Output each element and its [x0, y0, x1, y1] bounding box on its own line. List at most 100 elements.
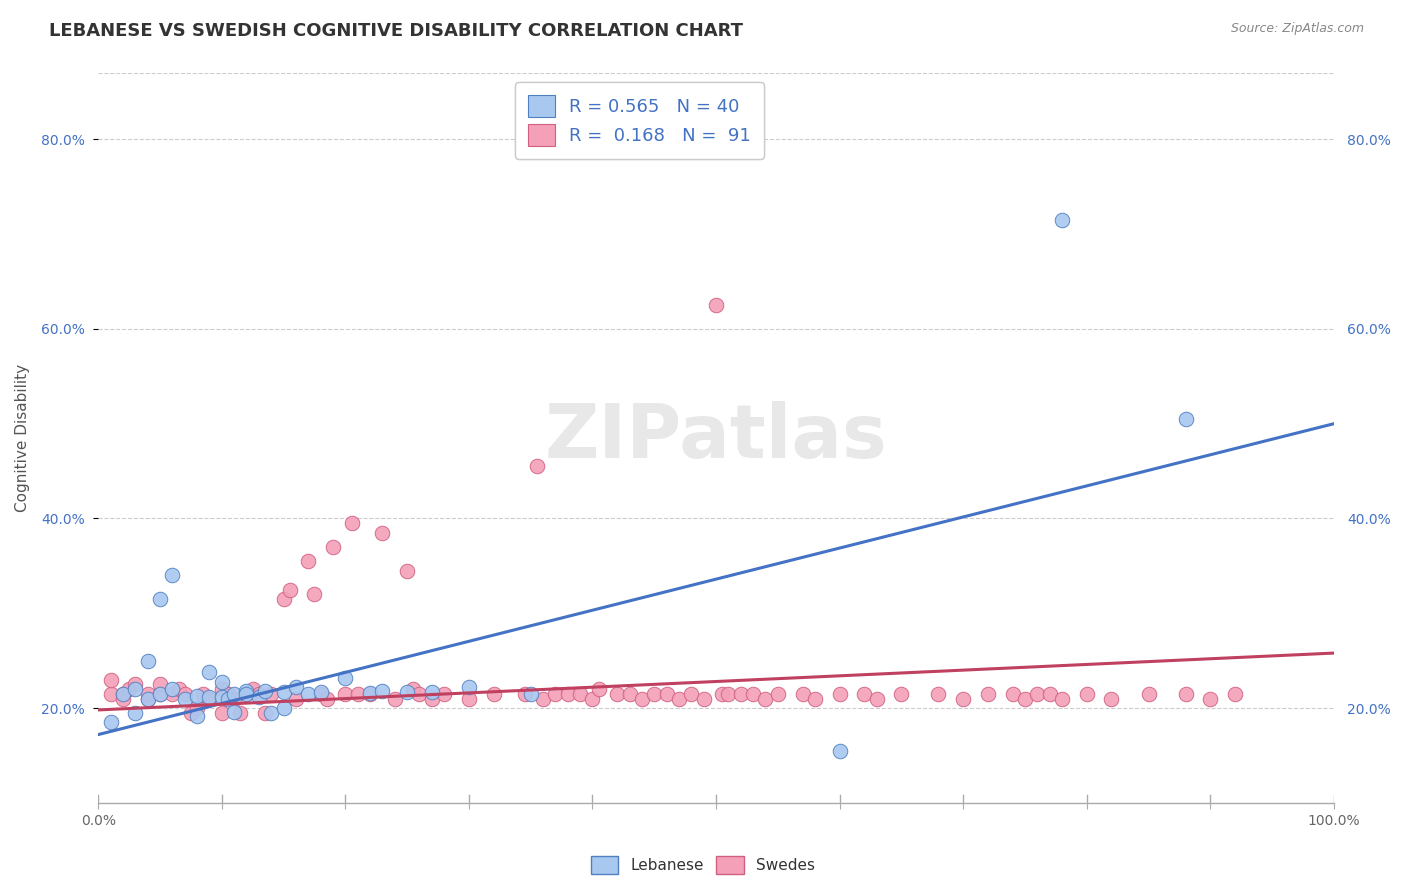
Point: [322, 540, 344, 554]
Point: [229, 706, 252, 720]
Point: [952, 691, 974, 706]
Point: [804, 691, 827, 706]
Point: [186, 689, 208, 703]
Point: [458, 680, 481, 694]
Point: [1076, 687, 1098, 701]
Point: [149, 677, 172, 691]
Point: [111, 691, 134, 706]
Point: [482, 687, 505, 701]
Point: [162, 568, 184, 582]
Point: [977, 687, 1000, 701]
Point: [315, 691, 337, 706]
Point: [224, 705, 246, 719]
Point: [569, 687, 592, 701]
Point: [273, 701, 295, 715]
Point: [149, 592, 172, 607]
Point: [149, 687, 172, 701]
Point: [402, 682, 425, 697]
Point: [297, 687, 319, 701]
Point: [828, 687, 851, 701]
Point: [278, 582, 301, 597]
Point: [396, 564, 419, 578]
Text: LEBANESE VS SWEDISH COGNITIVE DISABILITY CORRELATION CHART: LEBANESE VS SWEDISH COGNITIVE DISABILITY…: [49, 22, 744, 40]
Point: [100, 715, 122, 730]
Point: [588, 682, 610, 697]
Legend: Lebanese, Swedes: Lebanese, Swedes: [585, 850, 821, 880]
Point: [124, 682, 146, 697]
Point: [433, 687, 456, 701]
Point: [704, 298, 727, 312]
Point: [668, 691, 690, 706]
Point: [186, 701, 208, 715]
Point: [136, 687, 159, 701]
Point: [643, 687, 665, 701]
Point: [384, 691, 406, 706]
Point: [742, 687, 765, 701]
Point: [100, 687, 122, 701]
Point: [655, 687, 678, 701]
Point: [100, 673, 122, 687]
Point: [526, 459, 548, 474]
Point: [111, 687, 134, 701]
Point: [162, 687, 184, 701]
Point: [136, 654, 159, 668]
Point: [396, 685, 419, 699]
Point: [711, 687, 734, 701]
Point: [927, 687, 949, 701]
Point: [581, 691, 603, 706]
Point: [458, 691, 481, 706]
Point: [224, 687, 246, 701]
Point: [371, 525, 394, 540]
Point: [1199, 691, 1222, 706]
Point: [717, 687, 740, 701]
Point: [247, 690, 270, 704]
Point: [1014, 691, 1036, 706]
Point: [1101, 691, 1123, 706]
Point: [1026, 687, 1049, 701]
Point: [136, 691, 159, 706]
Point: [273, 685, 295, 699]
Point: [335, 687, 357, 701]
Legend: R = 0.565   N = 40, R =  0.168   N =  91: R = 0.565 N = 40, R = 0.168 N = 91: [515, 82, 763, 159]
Point: [211, 690, 233, 704]
Point: [1050, 691, 1073, 706]
Point: [217, 691, 239, 706]
Point: [766, 687, 789, 701]
Point: [1174, 412, 1197, 426]
Point: [792, 687, 814, 701]
Point: [619, 687, 641, 701]
Point: [186, 708, 208, 723]
Point: [606, 687, 628, 701]
Point: [297, 554, 319, 568]
Text: Source: ZipAtlas.com: Source: ZipAtlas.com: [1230, 22, 1364, 36]
Point: [359, 687, 381, 701]
Point: [162, 682, 184, 697]
Point: [198, 691, 221, 706]
Point: [235, 684, 257, 698]
Point: [544, 687, 567, 701]
Point: [124, 706, 146, 720]
Point: [420, 691, 443, 706]
Point: [1174, 687, 1197, 701]
Point: [235, 687, 257, 701]
Point: [198, 665, 221, 679]
Point: [1001, 687, 1024, 701]
Point: [260, 687, 283, 701]
Point: [371, 684, 394, 698]
Point: [193, 687, 215, 701]
Text: ZIPatlas: ZIPatlas: [544, 401, 887, 475]
Point: [304, 587, 326, 601]
Point: [681, 687, 703, 701]
Point: [198, 690, 221, 704]
Point: [828, 744, 851, 758]
Point: [273, 592, 295, 607]
Point: [111, 687, 134, 701]
Point: [242, 682, 264, 697]
Point: [890, 687, 912, 701]
Point: [1050, 213, 1073, 227]
Y-axis label: Cognitive Disability: Cognitive Disability: [15, 364, 30, 512]
Point: [284, 691, 307, 706]
Point: [335, 671, 357, 685]
Point: [173, 687, 195, 701]
Point: [211, 682, 233, 697]
